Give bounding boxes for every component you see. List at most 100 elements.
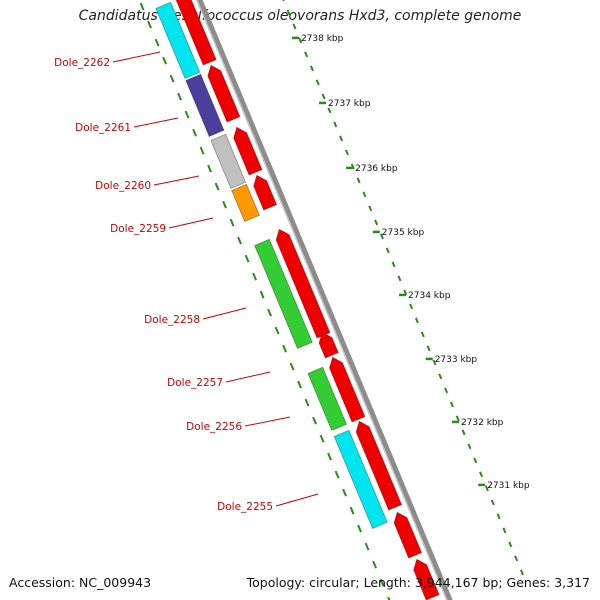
left-tick	[274, 326, 280, 335]
scale-tick	[286, 9, 291, 16]
left-tick	[147, 20, 152, 29]
left-tick	[252, 272, 257, 281]
left-tick	[297, 380, 302, 389]
gene-label-leader	[225, 371, 271, 383]
gene-label-leader	[133, 117, 179, 128]
scale-tick	[449, 401, 454, 408]
left-tick	[304, 398, 310, 407]
gene-label-leader	[153, 175, 200, 186]
left-tick	[222, 200, 227, 209]
left-tick	[334, 470, 340, 479]
scale-tick	[321, 93, 326, 100]
forward-cds[interactable]	[355, 420, 403, 511]
gene-label-dole-2259[interactable]: Dole_2259	[110, 223, 166, 235]
scale-tick	[292, 23, 297, 30]
scale-tick	[484, 485, 489, 492]
gene-label-dole-2257[interactable]: Dole_2257	[167, 377, 223, 389]
left-tick	[139, 2, 145, 11]
left-tick	[327, 452, 332, 461]
left-tick	[169, 74, 175, 83]
scale-tick	[397, 275, 402, 282]
left-tick	[267, 308, 272, 317]
left-tick	[177, 92, 182, 101]
scale-tick	[344, 149, 349, 156]
gene-block-dole-2262[interactable]	[155, 1, 201, 79]
left-tick	[372, 560, 377, 569]
scale-tick	[455, 415, 460, 422]
gene-label-dole-2262[interactable]: Dole_2262	[54, 57, 110, 69]
left-tick	[229, 218, 235, 227]
scale-tick	[339, 135, 344, 142]
gene-block-dole-2256[interactable]	[307, 366, 347, 431]
left-tick	[192, 128, 197, 137]
gene-label-dole-2256[interactable]: Dole_2256	[186, 421, 242, 433]
forward-cds[interactable]	[253, 174, 278, 211]
scale-label: 2732 kbp	[461, 418, 504, 428]
left-tick	[357, 524, 362, 533]
left-tick	[237, 236, 242, 245]
gene-label-dole-2258[interactable]: Dole_2258	[144, 314, 200, 326]
scale-tick	[461, 429, 466, 436]
forward-cds[interactable]	[275, 228, 331, 339]
left-tick	[364, 542, 370, 551]
gene-label-leader	[275, 493, 319, 507]
forward-cds[interactable]	[413, 558, 440, 600]
scale-tick	[473, 457, 478, 464]
scale-tick	[391, 261, 396, 268]
gene-label-leader	[202, 307, 247, 320]
genome-backbone	[197, 0, 453, 600]
left-tick	[312, 416, 317, 425]
left-tick	[282, 344, 287, 353]
scale-label: 2734 kbp	[408, 291, 451, 301]
gene-label-dole-2260[interactable]: Dole_2260	[95, 180, 151, 192]
scale-tick	[315, 79, 320, 86]
forward-cds[interactable]	[393, 511, 423, 559]
gene-block-dole-2259[interactable]	[231, 183, 260, 222]
left-tick	[199, 146, 205, 155]
scale-label: 2736 kbp	[355, 164, 398, 174]
scale-tick	[327, 107, 332, 114]
scale-label: 2735 kbp	[382, 228, 425, 238]
scale-tick	[414, 317, 419, 324]
scale-tick	[304, 51, 309, 58]
scale-label: 2733 kbp	[435, 355, 478, 365]
left-tick	[379, 578, 385, 587]
gene-label-dole-2261[interactable]: Dole_2261	[75, 122, 131, 134]
gene-block-dole-2258[interactable]	[254, 238, 313, 349]
gene-label-leader	[112, 51, 161, 63]
scale-tick	[519, 569, 524, 576]
scale-tick	[385, 247, 390, 254]
gene-label-leader	[244, 416, 291, 427]
scale-tick	[356, 177, 361, 184]
left-tick	[349, 506, 355, 515]
gene-block-dole-2255[interactable]	[333, 429, 388, 529]
forward-cds[interactable]	[207, 64, 241, 123]
gene-label-leader	[168, 217, 214, 229]
scale-tick	[514, 555, 519, 562]
forward-cds[interactable]	[318, 331, 339, 359]
gene-label-dole-2255[interactable]: Dole_2255	[217, 501, 273, 513]
scale-tick	[502, 527, 507, 534]
scale-tick	[379, 233, 384, 240]
scale-tick	[298, 37, 303, 44]
left-tick	[154, 38, 160, 47]
scale-tick	[444, 387, 449, 394]
scale-label: 2738 kbp	[301, 34, 344, 44]
genome-backbone-highlight	[195, 0, 448, 600]
gene-block-dole-2261[interactable]	[185, 73, 225, 137]
scale-tick	[333, 121, 338, 128]
left-tick	[214, 182, 220, 191]
scale-tick	[508, 541, 513, 548]
scale-tick	[438, 373, 443, 380]
left-tick	[342, 488, 347, 497]
scale-tick	[479, 471, 484, 478]
scale-tick	[374, 219, 379, 226]
scale-tick	[350, 163, 355, 170]
scale-tick	[282, 0, 285, 2]
gene-block-dole-2260[interactable]	[210, 133, 247, 189]
scale-tick	[309, 65, 314, 72]
forward-cds[interactable]	[175, 0, 217, 66]
forward-cds[interactable]	[329, 356, 366, 423]
forward-cds[interactable]	[233, 126, 263, 176]
